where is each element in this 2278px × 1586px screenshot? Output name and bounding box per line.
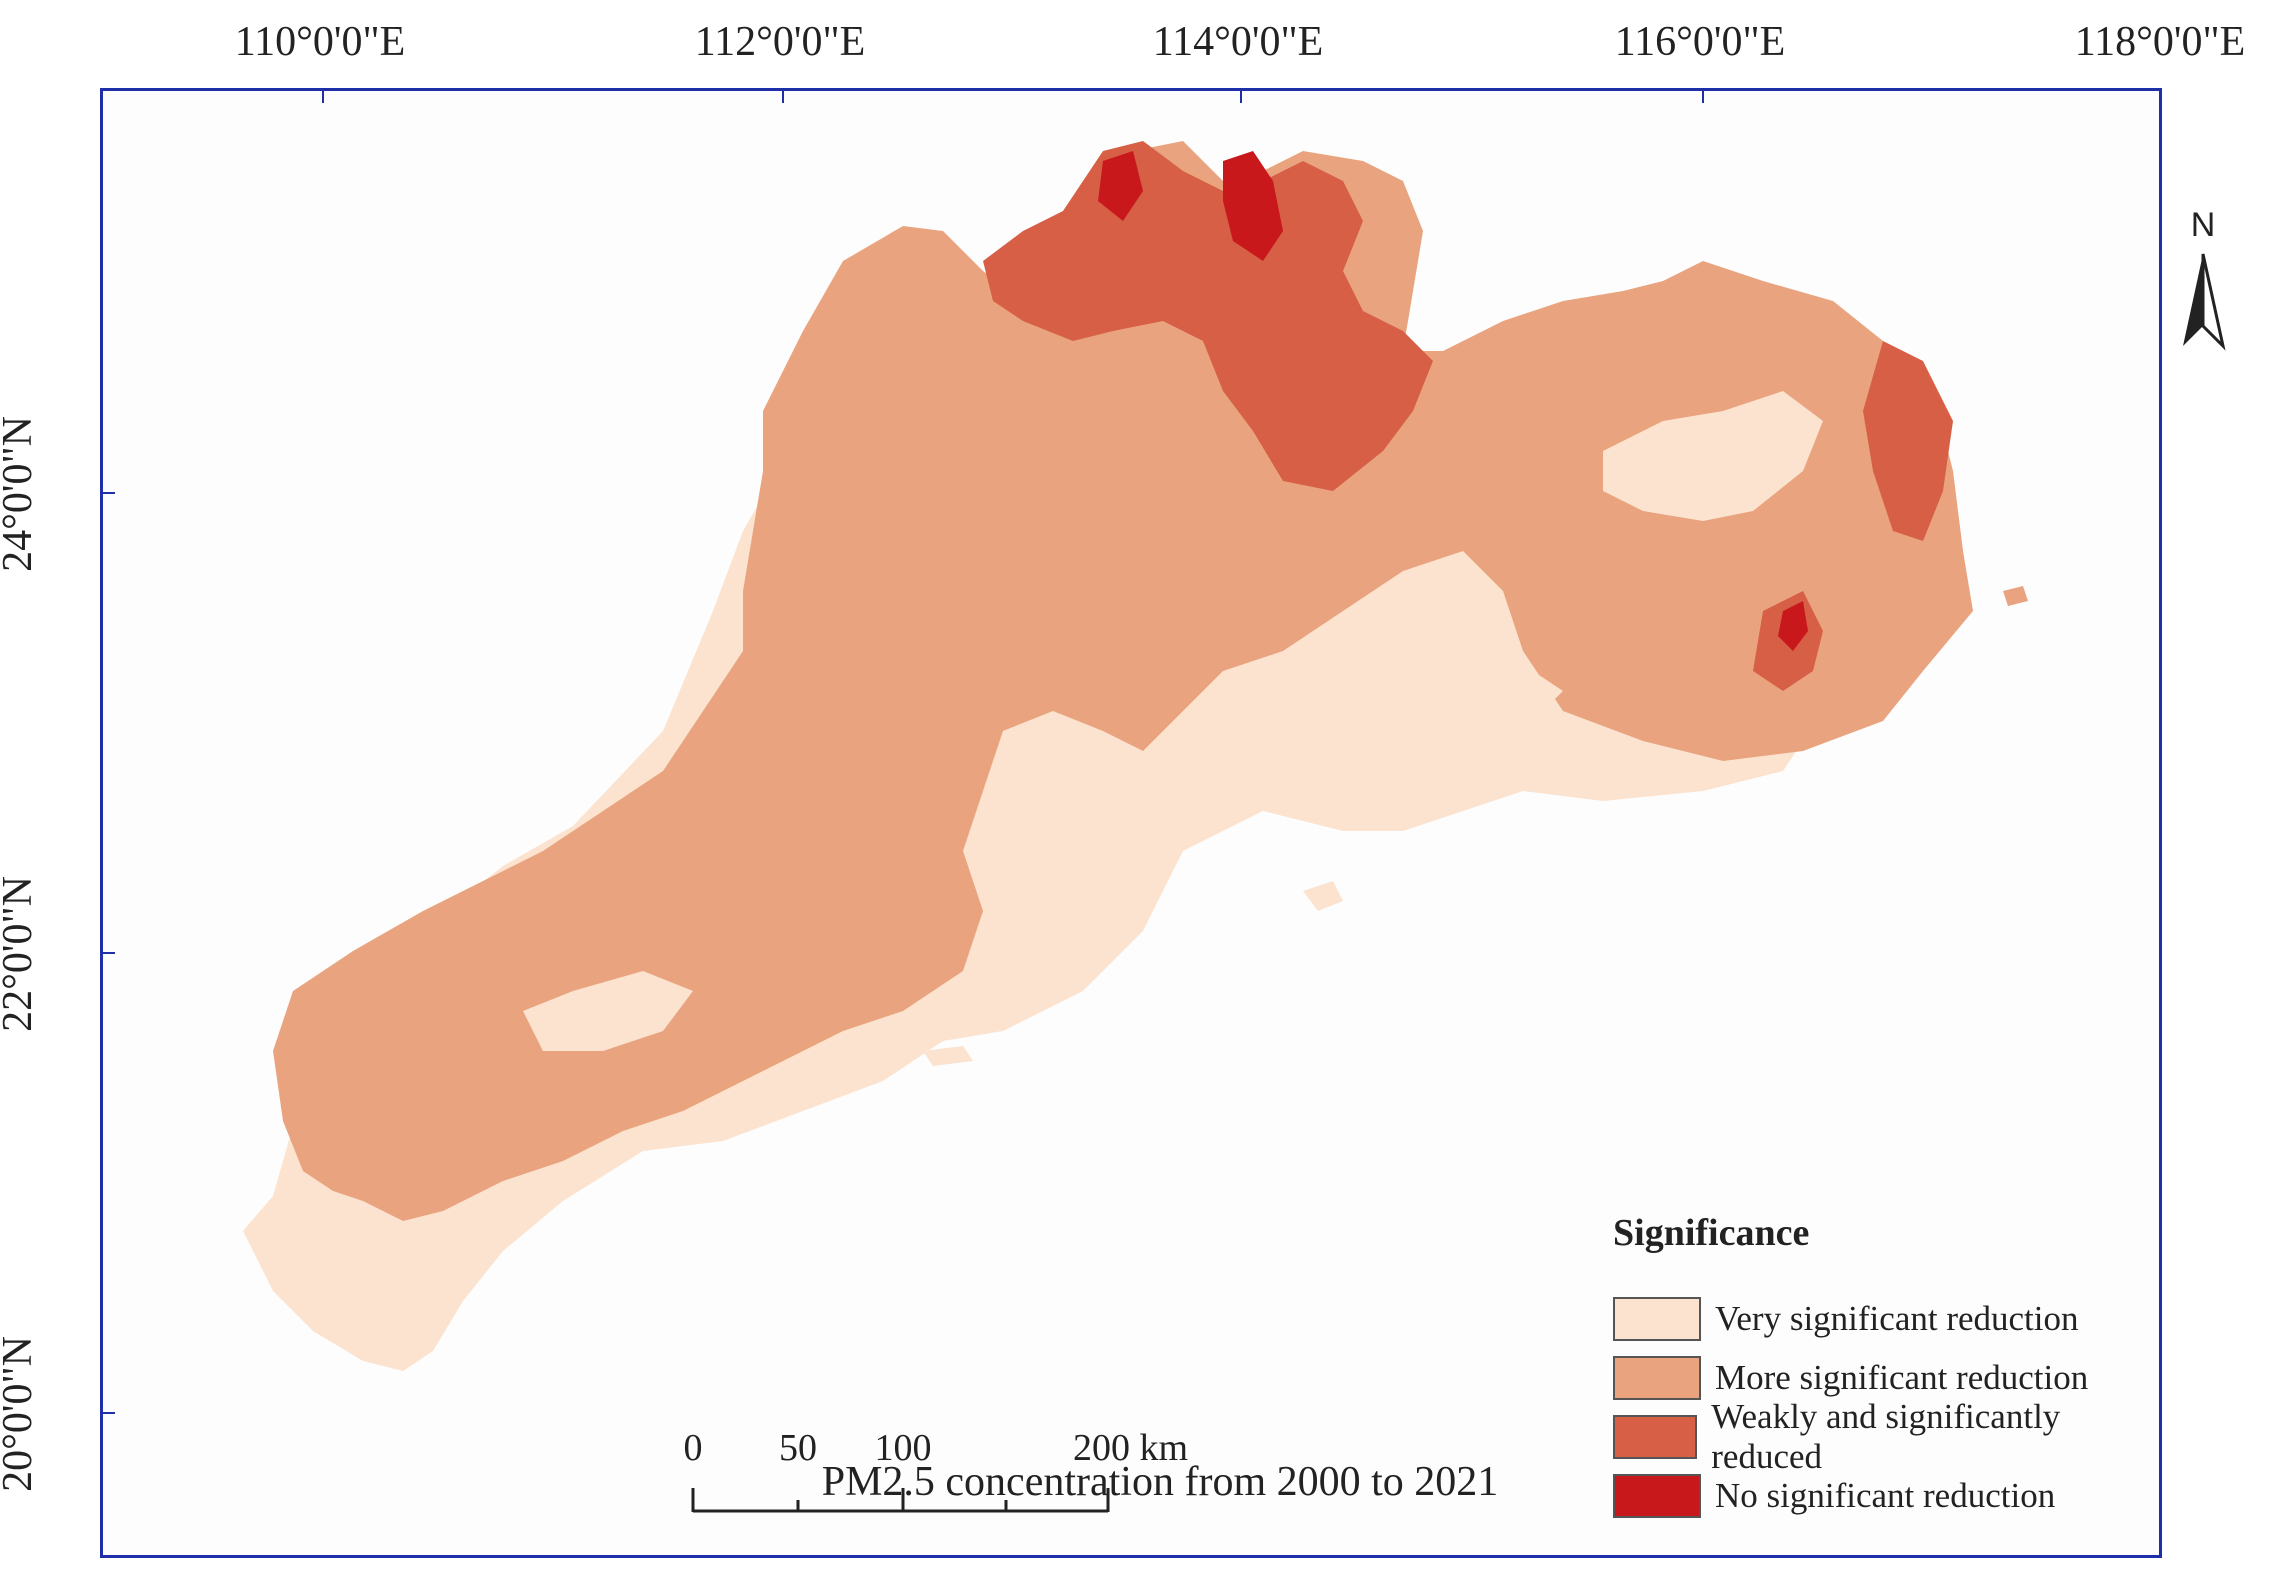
map-caption: PM2.5 concentration from 2000 to 2021 xyxy=(821,1459,1499,1505)
legend-item-none: No significant reduction xyxy=(1613,1466,2159,1525)
latitude-label-20: 20°0'0"N xyxy=(0,1336,41,1492)
scale-bar: 0 50 100 200 km xyxy=(663,1426,1188,1516)
legend-label: More significant reduction xyxy=(1715,1357,2089,1397)
scale-label-0: 0 xyxy=(683,1427,703,1469)
legend: Significance Very significant reduction … xyxy=(1613,1211,2159,1525)
island-3 xyxy=(923,1046,973,1066)
longitude-label-116: 116°0'0"E xyxy=(1614,19,1786,65)
patch-very-central xyxy=(1223,651,1563,761)
patch-very-west xyxy=(523,971,693,1051)
frame-ticks xyxy=(103,91,2162,1414)
latitude-label-22: 22°0'0"N xyxy=(0,876,41,1032)
region-none-east xyxy=(1778,601,1808,651)
legend-swatch xyxy=(1613,1355,1701,1400)
legend-title: Significance xyxy=(1613,1212,1810,1254)
map-frame: N Significance Very significant reductio… xyxy=(100,88,2226,1558)
patch-very-east xyxy=(1603,391,1823,521)
longitude-label-110: 110°0'0"E xyxy=(234,19,406,65)
scale-label-200km: 200 km xyxy=(1073,1427,1189,1469)
longitude-label-114: 114°0'0"E xyxy=(1152,19,1324,65)
region-none-north2 xyxy=(1098,151,1143,221)
map-canvas xyxy=(103,91,2162,1414)
legend-label: Very significant reduction xyxy=(1715,1298,2079,1338)
legend-item-weak: Weakly and significantly reduced xyxy=(1613,1397,2159,1476)
scale-label-100: 100 xyxy=(874,1427,932,1469)
legend-label: No significant reduction xyxy=(1715,1475,2056,1515)
scale-bar-line xyxy=(691,1488,1110,1513)
north-arrow: N xyxy=(2163,206,2243,356)
longitude-label-112: 112°0'0"E xyxy=(694,19,866,65)
legend-swatch xyxy=(1613,1296,1701,1341)
scale-label-50: 50 xyxy=(779,1427,817,1469)
island-2 xyxy=(2003,586,2028,606)
region-weak-east xyxy=(1863,341,1953,541)
legend-item-very: Very significant reduction xyxy=(1613,1289,2159,1348)
north-label: N xyxy=(2190,206,2216,244)
region-more-significant xyxy=(273,141,1973,1221)
legend-label: Weakly and significantly reduced xyxy=(1711,1396,2061,1476)
latitude-label-24: 24°0'0"N xyxy=(0,416,41,572)
legend-swatch xyxy=(1613,1414,1698,1459)
region-weak-north xyxy=(983,141,1433,491)
longitude-label-118: 118°0'0"E xyxy=(2074,19,2246,65)
legend-swatch xyxy=(1613,1473,1701,1518)
legend-item-more: More significant reduction xyxy=(1613,1348,2159,1407)
region-none-north xyxy=(1223,151,1283,261)
island-1 xyxy=(1303,881,1343,911)
north-arrow-icon xyxy=(2183,253,2226,351)
